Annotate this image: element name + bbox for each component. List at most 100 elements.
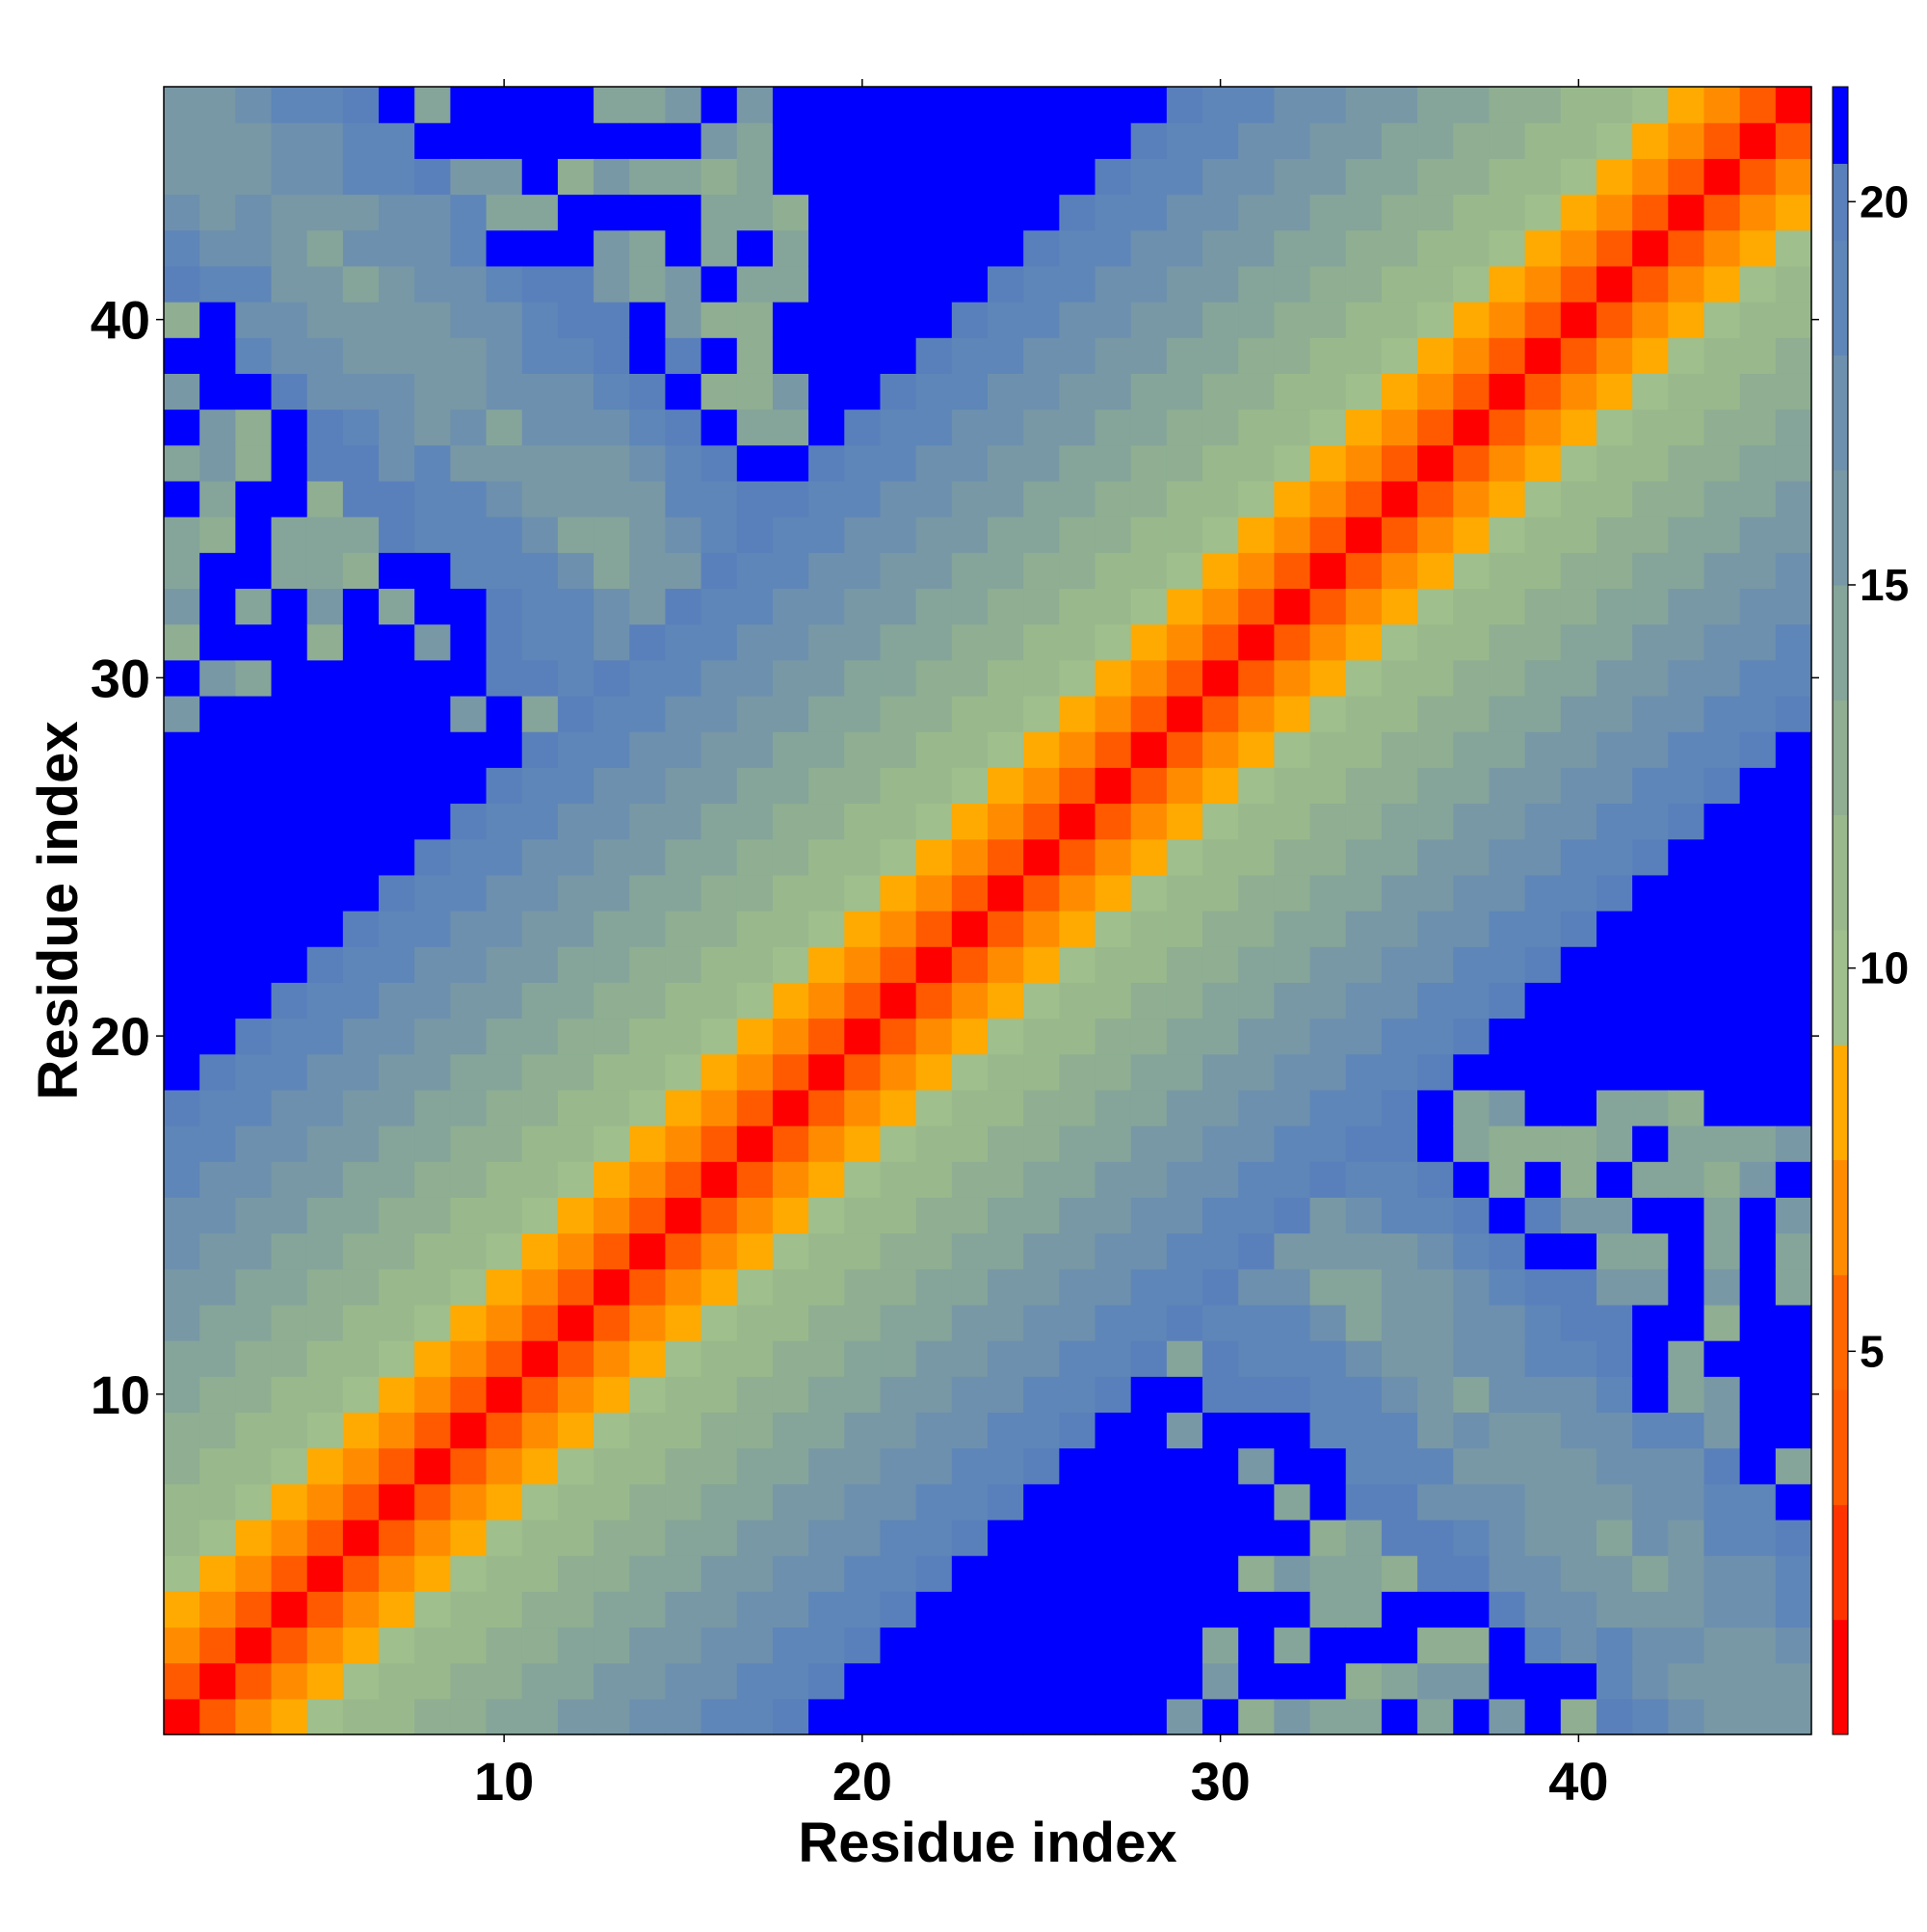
heatmap-cell-12-43 [557,194,594,231]
heatmap-cell-20-12 [844,1304,882,1341]
heatmap-cell-37-19 [1453,1053,1491,1091]
heatmap-cell-14-19 [629,1053,667,1091]
heatmap-cell-13-35 [594,480,630,517]
heatmap-cell-26-22 [1059,946,1096,983]
heatmap-cell-30-36 [1202,444,1239,482]
heatmap-cell-46-5 [1775,1555,1812,1592]
heatmap-cell-13-1 [594,1698,630,1735]
heatmap-cell-35-41 [1381,265,1418,303]
heatmap-cell-38-11 [1489,1340,1526,1377]
heatmap-cell-7-16 [379,1161,415,1198]
heatmap-cell-22-18 [915,1089,953,1126]
heatmap-cell-26-43 [1059,194,1096,231]
heatmap-cell-38-44 [1489,158,1526,196]
heatmap-cell-39-13 [1524,1268,1562,1306]
heatmap-cell-1-3 [164,1627,200,1664]
heatmap-cell-32-24 [1274,874,1311,912]
heatmap-cell-22-43 [915,194,953,231]
heatmap-cell-41-27 [1596,767,1633,805]
heatmap-cell-1-44 [164,158,200,196]
heatmap-cell-25-26 [1023,803,1060,840]
heatmap-cell-39-35 [1524,480,1562,517]
heatmap-cell-35-32 [1381,588,1418,625]
heatmap-cell-11-8 [521,1447,559,1485]
heatmap-cell-21-44 [880,158,917,196]
heatmap-cell-17-18 [736,1089,774,1126]
heatmap-cell-33-21 [1309,982,1347,1019]
heatmap-cell-11-29 [521,695,559,732]
heatmap-cell-39-10 [1524,1376,1562,1414]
heatmap-cell-9-29 [450,695,488,732]
heatmap-cell-24-13 [988,1268,1024,1306]
heatmap-cell-9-28 [450,731,488,768]
heatmap-cell-42-40 [1632,302,1669,338]
heatmap-cell-46-25 [1775,838,1812,876]
heatmap-cell-39-17 [1524,1125,1562,1162]
heatmap-cell-16-17 [700,1125,738,1162]
heatmap-cell-18-9 [772,1412,809,1449]
heatmap-cell-33-22 [1309,946,1347,983]
heatmap-cell-10-13 [486,1268,523,1306]
heatmap-cell-7-21 [379,982,415,1019]
heatmap-cell-12-7 [557,1483,594,1521]
heatmap-cell-25-20 [1023,1018,1060,1055]
heatmap-cell-38-5 [1489,1555,1526,1592]
heatmap-cell-31-38 [1238,373,1275,410]
heatmap-cell-22-2 [915,1662,953,1700]
heatmap-cell-19-21 [808,982,845,1019]
heatmap-cell-40-16 [1560,1161,1597,1198]
heatmap-cell-1-16 [164,1161,200,1198]
heatmap-cell-42-29 [1632,695,1669,732]
heatmap-cell-23-43 [951,194,989,231]
heatmap-cell-20-22 [844,946,882,983]
heatmap-cell-25-8 [1023,1447,1060,1485]
heatmap-cell-8-15 [414,1197,451,1234]
heatmap-cell-32-22 [1274,946,1311,983]
heatmap-cell-38-8 [1489,1447,1526,1485]
colorbar-band-9 [1833,584,1848,701]
heatmap-cell-5-12 [306,1304,344,1341]
heatmap-cell-2-39 [199,337,236,374]
heatmap-cell-5-8 [306,1447,344,1485]
heatmap-cell-14-1 [629,1698,667,1735]
heatmap-cell-16-34 [700,516,738,553]
heatmap-cell-11-14 [521,1232,559,1270]
heatmap-cell-5-17 [306,1125,344,1162]
heatmap-cell-36-12 [1417,1304,1454,1341]
heatmap-cell-39-1 [1524,1698,1562,1735]
heatmap-cell-3-46 [235,87,273,123]
heatmap-cell-10-34 [486,516,523,553]
heatmap-cell-5-5 [306,1555,344,1592]
heatmap-cell-11-3 [521,1627,559,1664]
heatmap-cell-28-37 [1130,409,1168,446]
heatmap-cell-14-27 [629,767,667,805]
heatmap-cell-18-39 [772,337,809,374]
heatmap-cell-42-42 [1632,229,1669,267]
heatmap-cell-15-16 [665,1161,702,1198]
heatmap-cell-29-2 [1166,1662,1203,1700]
heatmap-cell-17-12 [736,1304,774,1341]
heatmap-cell-1-5 [164,1555,200,1592]
heatmap-cell-25-30 [1023,659,1060,697]
heatmap-cell-3-16 [235,1161,273,1198]
heatmap-cell-2-22 [199,946,236,983]
heatmap-cell-12-17 [557,1125,594,1162]
heatmap-cell-18-27 [772,767,809,805]
heatmap-cell-15-28 [665,731,702,768]
heatmap-cell-6-29 [342,695,380,732]
heatmap-cell-19-4 [808,1591,845,1628]
heatmap-cell-40-25 [1560,838,1597,876]
heatmap-cell-24-39 [988,337,1024,374]
heatmap-cell-27-18 [1095,1089,1132,1126]
heatmap-cell-9-25 [450,838,488,876]
heatmap-cell-4-8 [271,1447,308,1485]
heatmap-cell-2-43 [199,194,236,231]
heatmap-cell-2-10 [199,1376,236,1414]
heatmap-cell-39-44 [1524,158,1562,196]
heatmap-cell-3-31 [235,623,273,661]
heatmap-cell-2-44 [199,158,236,196]
heatmap-cell-36-20 [1417,1018,1454,1055]
heatmap-cell-42-7 [1632,1483,1669,1521]
heatmap-cell-7-20 [379,1018,415,1055]
heatmap-cell-43-30 [1668,659,1705,697]
